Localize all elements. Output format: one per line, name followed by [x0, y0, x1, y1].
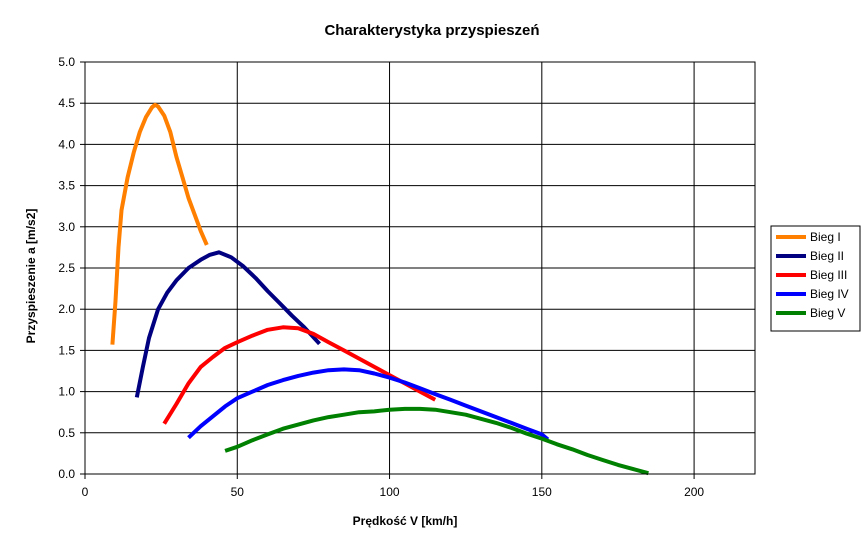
- x-axis-label: Prędkość V [km/h]: [353, 514, 458, 528]
- legend: Bieg I Bieg II Bieg III Bieg IV Bieg V: [770, 225, 861, 332]
- legend-label-5: Bieg V: [810, 306, 845, 320]
- series-line-5: [224, 406, 649, 476]
- x-tick-label-3: 150: [532, 485, 552, 499]
- y-tick-label-10: 5.0: [58, 55, 75, 69]
- y-tick-label-5: 2.5: [58, 261, 75, 275]
- tick-labels: 0 50 100 150 200 0.0 0.5 1.0 1.5 2.0 2.5 3.0 3.5 4.0 4…: [58, 55, 704, 499]
- y-tick-label-8: 4.0: [58, 137, 75, 151]
- legend-label-3: Bieg III: [810, 268, 847, 282]
- series-layer: [110, 102, 649, 476]
- x-tick-label-4: 200: [684, 485, 704, 499]
- y-tick-label-4: 2.0: [58, 302, 75, 316]
- series-line-4: [187, 367, 550, 441]
- x-tick-label-2: 100: [380, 485, 400, 499]
- series-line-1: [110, 102, 209, 345]
- legend-box: [770, 225, 861, 332]
- legend-label-2: Bieg II: [810, 249, 844, 263]
- y-tick-label-9: 4.5: [58, 96, 75, 110]
- chart-title: Charakterystyka przyspieszeń: [324, 22, 539, 39]
- y-tick-label-6: 3.0: [58, 220, 75, 234]
- x-tick-label-0: 0: [82, 485, 89, 499]
- legend-label-1: Bieg I: [810, 230, 841, 244]
- y-tick-label-7: 3.5: [58, 179, 75, 193]
- y-tick-label-2: 1.0: [58, 385, 75, 399]
- series-line-3: [162, 325, 437, 425]
- legend-label-4: Bieg IV: [810, 287, 849, 301]
- x-tick-label-1: 50: [231, 485, 245, 499]
- axes: [80, 61, 756, 479]
- y-tick-label-1: 0.5: [58, 426, 75, 440]
- y-tick-label-3: 1.5: [58, 343, 75, 357]
- y-axis-label: Przyspieszenie a [m/s2]: [24, 209, 38, 344]
- y-tick-label-0: 0.0: [58, 467, 75, 481]
- series-line-2: [134, 250, 321, 398]
